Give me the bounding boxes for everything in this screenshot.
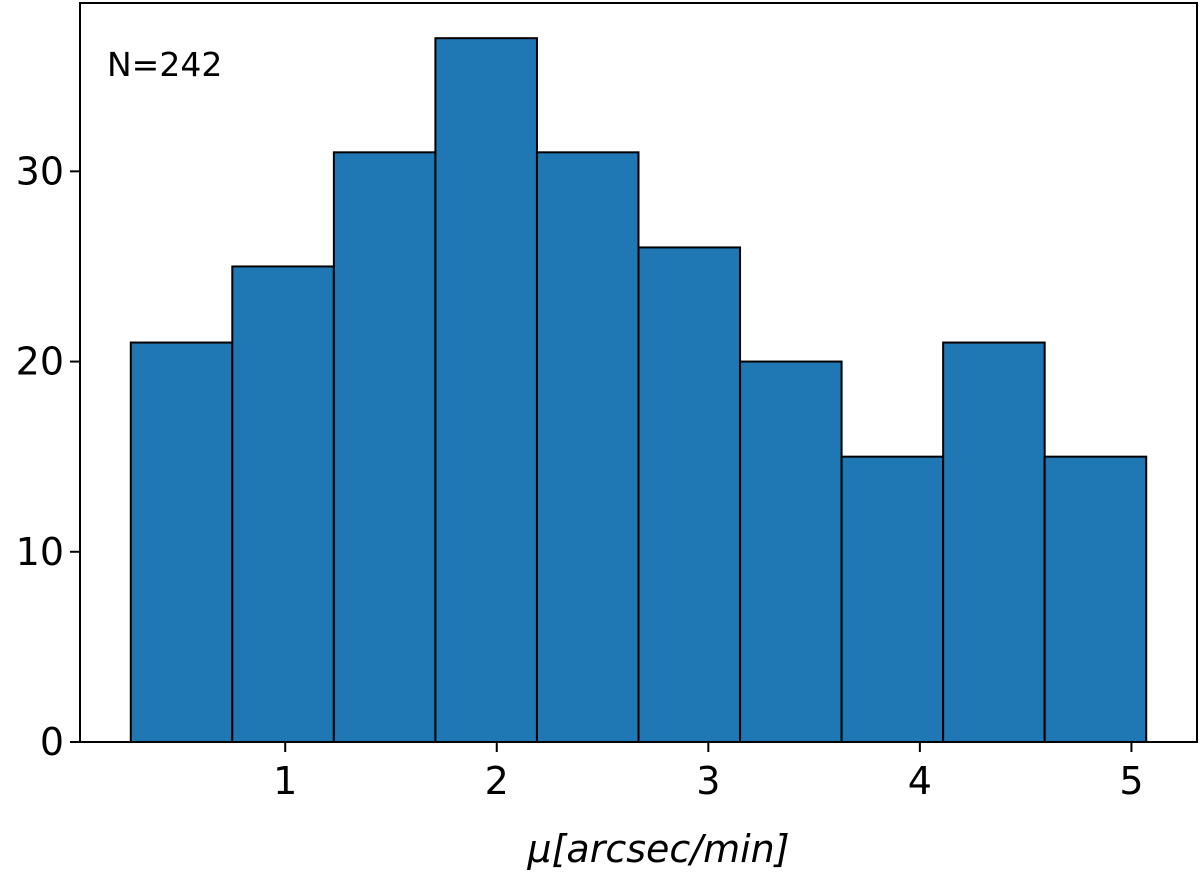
histogram-bar (1043, 455, 1148, 743)
histogram-bar (739, 360, 843, 743)
x-tick-label: 3 (696, 759, 720, 803)
histogram-bar (942, 341, 1046, 743)
histogram-bar (535, 151, 640, 743)
y-tick-label: 20 (16, 340, 64, 384)
y-tick-label: 30 (16, 149, 64, 193)
x-axis-ticks: 1 2 3 4 5 (273, 742, 1144, 803)
plot-frame (79, 2, 1198, 743)
histogram-bar (434, 37, 538, 743)
histogram-bar (231, 265, 335, 743)
x-tick-label: 2 (485, 759, 509, 803)
histogram-bar (332, 151, 437, 743)
x-tick-label: 4 (908, 759, 932, 803)
histogram-bar (129, 341, 234, 743)
x-axis-label: μ[arcsec/min] (526, 827, 789, 871)
y-tick-label: 10 (16, 530, 64, 574)
x-tick-label: 1 (273, 759, 297, 803)
histogram-bar (637, 246, 742, 743)
y-axis-ticks: 0 10 20 30 (16, 149, 80, 764)
bars-group (129, 37, 1148, 743)
histogram-bar (840, 455, 945, 743)
y-tick-label: 0 (40, 720, 64, 764)
x-tick-label: 5 (1119, 759, 1143, 803)
sample-size-annotation: N=242 (107, 45, 222, 84)
